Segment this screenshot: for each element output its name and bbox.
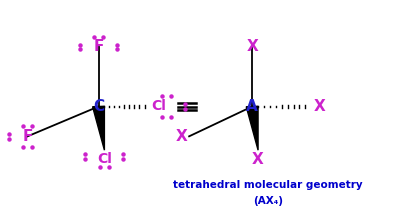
Polygon shape bbox=[246, 106, 258, 150]
Text: X: X bbox=[252, 152, 264, 167]
Text: Cl: Cl bbox=[97, 152, 112, 166]
Text: (AX₄): (AX₄) bbox=[253, 196, 283, 206]
Text: F: F bbox=[22, 129, 33, 144]
Text: tetrahedral molecular geometry: tetrahedral molecular geometry bbox=[173, 180, 363, 190]
Text: C: C bbox=[93, 99, 104, 114]
Text: F: F bbox=[93, 39, 104, 54]
Text: Cl: Cl bbox=[152, 99, 167, 114]
Text: X: X bbox=[246, 39, 258, 54]
Text: X: X bbox=[175, 129, 187, 144]
Text: A: A bbox=[246, 99, 258, 114]
Polygon shape bbox=[93, 106, 104, 150]
Text: X: X bbox=[313, 99, 325, 114]
